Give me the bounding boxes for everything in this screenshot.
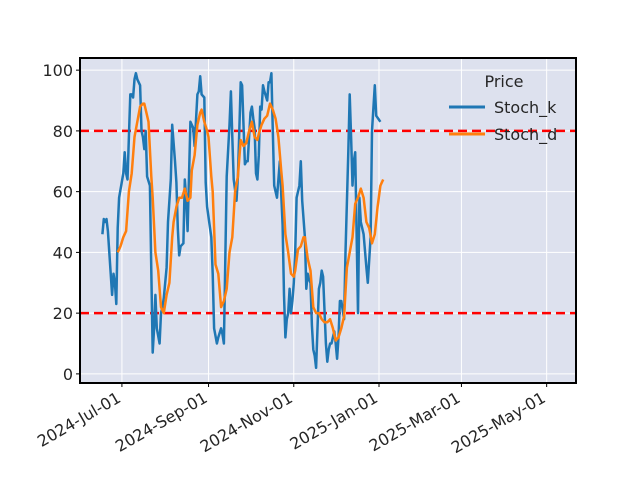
y-ticks: 0 20 40 60 80 100 [42, 61, 80, 384]
legend: Price Stoch_k Stoch_d [449, 72, 557, 145]
series-lines [101, 71, 385, 370]
reference-lines [80, 129, 576, 315]
plot-frame [79, 57, 577, 384]
x-tick-label: 2024-Sep-01 [112, 388, 211, 456]
x-tick-label: 2025-Mar-01 [366, 388, 464, 455]
y-tick-label: 80 [53, 122, 73, 141]
series-line-stoch_k [101, 71, 382, 370]
legend-label-stoch_k: Stoch_k [494, 98, 557, 118]
y-tick-label: 0 [63, 365, 73, 384]
gridlines [80, 58, 576, 383]
x-tick-label: 2025-May-01 [448, 388, 549, 457]
legend-title: Price [484, 72, 523, 91]
legend-label-stoch_d: Stoch_d [494, 125, 557, 145]
x-tick-label: 2025-Jan-01 [286, 388, 381, 454]
y-tick-label: 60 [53, 183, 73, 202]
x-ticks: 2024-Jul-012024-Sep-012024-Nov-012025-Ja… [34, 383, 549, 457]
y-tick-label: 100 [42, 61, 73, 80]
plot-background [80, 58, 576, 383]
series-line-stoch_d [116, 102, 385, 342]
x-tick-label: 2024-Nov-01 [197, 388, 296, 456]
x-tick-label: 2024-Jul-01 [34, 388, 124, 451]
y-tick-label: 20 [53, 304, 73, 323]
y-tick-label: 40 [53, 243, 73, 262]
